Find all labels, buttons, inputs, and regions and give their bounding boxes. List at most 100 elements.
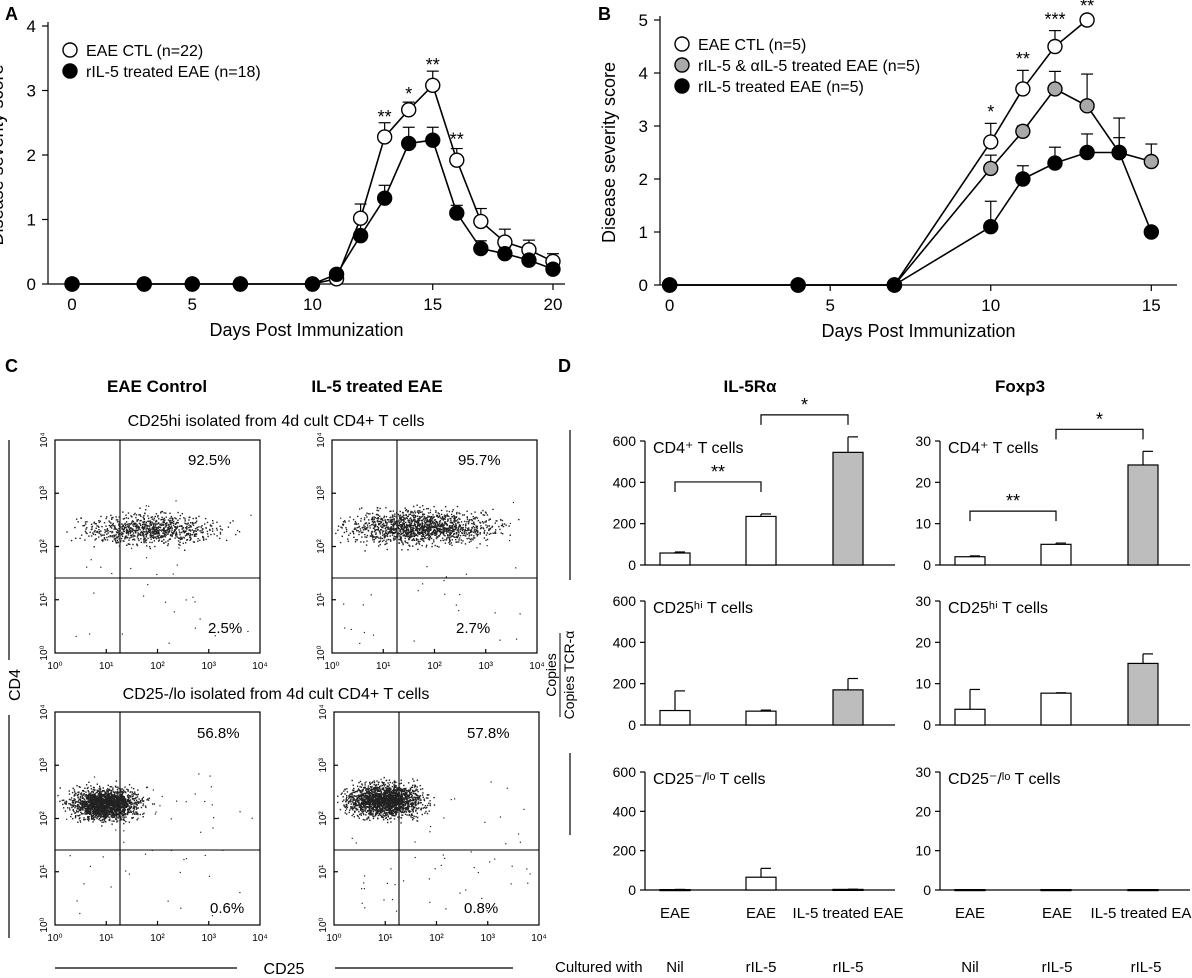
cell-event	[103, 801, 106, 803]
x-tick-label: 10⁴	[252, 661, 267, 672]
cell-event	[94, 802, 97, 804]
cell-event	[103, 794, 105, 796]
cell-event	[483, 514, 486, 516]
cell-event	[175, 800, 178, 802]
cell-event	[83, 793, 85, 795]
cell-event	[149, 520, 151, 522]
cell-event	[401, 519, 403, 521]
cell-event	[190, 526, 192, 528]
cell-event	[172, 522, 175, 525]
cell-event	[444, 539, 446, 541]
cell-event	[174, 529, 176, 531]
cell-event	[179, 871, 181, 874]
cell-event	[146, 525, 149, 527]
cell-event	[104, 797, 107, 800]
cell-event	[157, 536, 160, 538]
cell-event	[440, 532, 442, 534]
cell-event	[468, 537, 470, 540]
cell-event	[386, 542, 388, 545]
cell-event	[462, 528, 465, 531]
cell-event	[118, 812, 120, 814]
cell-event	[436, 521, 439, 523]
cell-event	[157, 526, 160, 528]
cell-event	[410, 524, 412, 526]
cell-event	[447, 520, 449, 522]
cell-event	[443, 527, 445, 530]
cell-event	[427, 515, 429, 517]
cell-event	[470, 540, 472, 542]
cell-event	[133, 793, 136, 795]
cell-event	[165, 532, 167, 534]
cell-event	[151, 536, 154, 539]
cell-event	[195, 517, 197, 519]
cell-event	[74, 815, 77, 818]
cell-event	[71, 804, 73, 806]
cell-event	[465, 523, 467, 525]
cell-event	[99, 792, 102, 794]
cell-event	[127, 543, 130, 545]
cell-event	[457, 521, 459, 523]
cell-event	[183, 532, 186, 534]
cell-event	[383, 535, 385, 538]
cell-event	[476, 517, 479, 519]
cell-event	[149, 536, 152, 538]
cell-event	[171, 521, 173, 524]
cell-event	[132, 534, 134, 536]
cell-event	[134, 532, 137, 534]
cell-event	[140, 538, 142, 540]
cell-event	[179, 532, 181, 534]
cell-event	[79, 801, 82, 804]
cell-event	[116, 805, 119, 807]
cell-event	[105, 815, 108, 817]
cell-event	[382, 534, 384, 536]
cell-event	[150, 516, 152, 519]
cell-event	[404, 535, 406, 537]
cell-event	[486, 538, 489, 541]
cell-event	[412, 529, 414, 531]
cell-event	[413, 505, 415, 508]
cell-event	[143, 521, 146, 523]
cell-event	[410, 511, 412, 514]
cell-event	[116, 801, 119, 803]
cell-event	[121, 801, 123, 803]
cell-event	[359, 794, 361, 797]
cell-event	[359, 642, 361, 645]
cell-event	[379, 536, 382, 538]
cell-event	[443, 518, 445, 520]
cell-event	[406, 527, 408, 529]
cell-event	[169, 512, 171, 515]
cell-event	[85, 793, 87, 796]
cell-event	[129, 523, 131, 526]
cell-event	[388, 790, 391, 793]
cell-event	[151, 522, 153, 524]
cell-event	[482, 514, 484, 516]
cell-event	[455, 516, 458, 518]
cell-event	[165, 512, 167, 514]
cell-event	[74, 794, 76, 797]
cell-event	[384, 521, 387, 524]
cell-event	[433, 521, 435, 524]
cell-event	[355, 539, 357, 541]
cell-event	[466, 537, 468, 540]
cell-event	[139, 533, 142, 536]
cell-event	[151, 528, 153, 530]
cell-event	[175, 535, 177, 537]
cell-event	[362, 527, 364, 529]
cell-event	[162, 524, 164, 526]
cell-event	[416, 529, 419, 531]
cell-event	[77, 521, 79, 523]
cell-event	[113, 803, 115, 806]
cell-event	[431, 521, 434, 524]
cell-event	[494, 532, 496, 534]
cell-event	[392, 528, 394, 531]
cell-event	[122, 805, 124, 808]
cell-event	[117, 786, 119, 788]
cell-event	[117, 807, 119, 809]
cell-event	[184, 522, 186, 525]
cell-event	[160, 511, 162, 513]
cell-event	[423, 508, 425, 511]
cell-event	[172, 532, 174, 534]
cell-event	[145, 786, 148, 789]
cell-event	[104, 799, 106, 802]
